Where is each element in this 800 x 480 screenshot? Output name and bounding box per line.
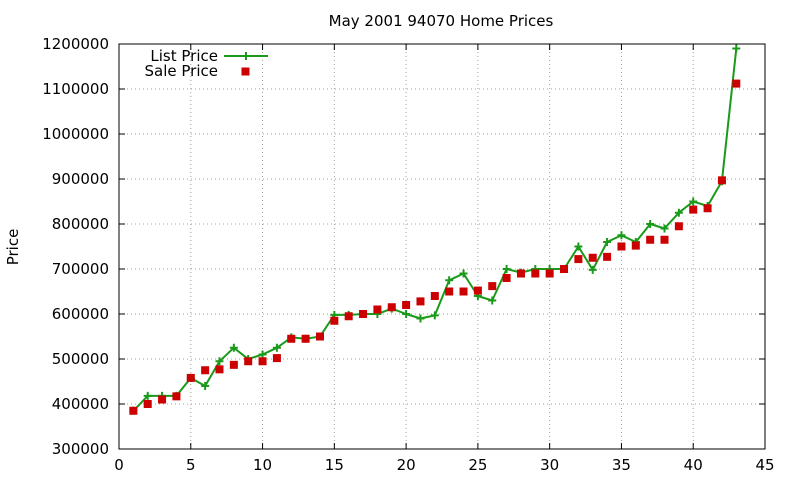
y-tick-label: 300000	[52, 440, 109, 458]
x-tick-label: 10	[253, 456, 272, 474]
list-price-point	[488, 296, 497, 305]
y-tick-label: 900000	[52, 170, 109, 188]
list-price-point	[603, 238, 612, 246]
list-price-point	[459, 269, 468, 278]
x-tick-label: 30	[540, 456, 559, 474]
legend-label-list-price: List Price	[150, 47, 218, 65]
sale-price-point	[631, 241, 640, 250]
y-tick-label: 800000	[52, 215, 109, 233]
list-price-point	[617, 231, 626, 240]
list-price-point	[430, 311, 439, 320]
list-price-point	[660, 224, 669, 233]
sale-price-point	[287, 334, 296, 343]
sale-price-point	[402, 301, 411, 309]
sale-price-point	[646, 235, 655, 244]
list-price-point	[143, 391, 152, 400]
list-price-point	[258, 350, 267, 359]
list-price-line	[132, 48, 738, 412]
axis-ticks: 0 5 10 15 20 25 30 35 40 45 300000 400000 500000 6000…	[42, 35, 774, 474]
legend: List Price Sale Price	[145, 47, 268, 80]
sale-price-point	[560, 265, 569, 273]
sale-price-point	[258, 357, 267, 366]
y-axis-label: Price	[4, 229, 22, 266]
series-layer	[129, 44, 741, 415]
y-tick-label: 600000	[52, 305, 109, 323]
sale-price-point	[373, 305, 382, 314]
sale-price-point	[330, 316, 339, 325]
x-tick-label: 25	[468, 456, 487, 474]
x-tick-label: 5	[186, 456, 196, 474]
sale-price-point	[416, 297, 425, 306]
list-price-point	[574, 242, 583, 251]
list-price-point	[416, 314, 425, 323]
sale-price-point	[717, 176, 726, 185]
list-price-point	[732, 44, 741, 53]
grid	[119, 44, 765, 449]
sale-price-point	[445, 287, 454, 296]
y-tick-label: 1200000	[42, 35, 109, 53]
y-tick-label: 1000000	[42, 125, 109, 143]
list-price-point	[201, 382, 210, 390]
list-price-point	[674, 208, 683, 217]
sale-price-point	[732, 79, 741, 88]
sale-price-point	[545, 269, 554, 278]
list-price-point	[272, 343, 281, 352]
list-price-point	[646, 220, 655, 228]
sale-price-point	[387, 303, 396, 312]
list-price-point	[689, 197, 698, 206]
sale-price-point	[617, 242, 626, 251]
sale-price-point	[703, 204, 712, 213]
sale-price-point	[301, 334, 310, 343]
sale-price-point	[143, 400, 152, 408]
sale-price-point	[201, 366, 210, 375]
sale-price-point	[215, 365, 224, 374]
legend-marker-sale-price	[241, 67, 250, 76]
sale-price-point	[344, 312, 353, 321]
sale-price-point	[488, 282, 497, 291]
list-price-point	[229, 343, 238, 352]
y-tick-label: 700000	[52, 260, 109, 278]
sale-price-point	[674, 222, 683, 231]
x-tick-label: 35	[612, 456, 631, 474]
sale-price-point	[186, 373, 195, 382]
sale-price-point	[459, 287, 468, 296]
sale-price-point	[660, 235, 669, 244]
sale-price-point	[229, 360, 238, 369]
list-price-point	[588, 265, 597, 274]
legend-marker-list-price	[242, 52, 250, 60]
sale-price-point	[158, 395, 167, 404]
y-tick-label: 500000	[52, 350, 109, 368]
sale-price-point	[272, 354, 281, 363]
sale-price-point	[129, 406, 138, 415]
chart-title: May 2001 94070 Home Prices	[329, 12, 554, 30]
plot-frame	[118, 43, 766, 450]
x-tick-label: 15	[325, 456, 344, 474]
x-tick-label: 20	[397, 456, 416, 474]
sale-price-point	[359, 310, 368, 318]
x-tick-label: 40	[684, 456, 703, 474]
list-price-point	[402, 310, 411, 318]
sale-price-point	[516, 269, 525, 278]
sale-price-point	[531, 269, 540, 278]
list-price-point	[445, 276, 454, 285]
sale-price-point	[574, 255, 583, 264]
sale-price-point	[689, 205, 698, 214]
sale-price-point	[473, 286, 482, 295]
list-price-point	[215, 357, 224, 366]
list-price-point	[502, 265, 511, 273]
sale-price-point	[244, 357, 253, 366]
y-tick-label: 400000	[52, 395, 109, 413]
sale-price-point	[172, 392, 181, 401]
sale-price-point	[502, 274, 511, 282]
sale-price-point	[430, 292, 439, 300]
x-tick-label: 0	[114, 456, 124, 474]
legend-label-sale-price: Sale Price	[145, 62, 218, 80]
y-tick-label: 1100000	[42, 80, 109, 98]
x-tick-label: 45	[755, 456, 774, 474]
sale-price-point	[315, 332, 324, 341]
sale-price-point	[603, 252, 612, 261]
sale-price-point	[588, 253, 597, 262]
